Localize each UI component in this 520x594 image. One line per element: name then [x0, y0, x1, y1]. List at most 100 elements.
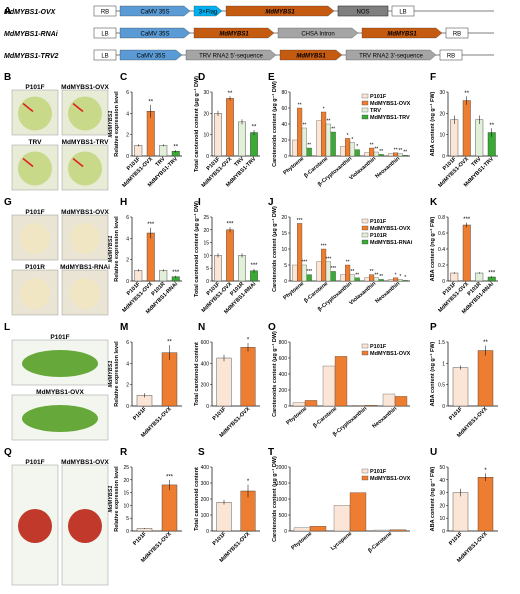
bar: [297, 223, 303, 282]
construct-segment: [277, 27, 359, 39]
construct-segment: [193, 5, 223, 17]
photo-label: MdMYBS1-RNAi: [60, 264, 110, 271]
y-tick-label: 400: [201, 361, 210, 367]
bar: [214, 255, 222, 282]
bar: [450, 119, 459, 157]
bar: [301, 264, 307, 282]
panel-letter-P: P: [430, 322, 437, 333]
significance-mark: **: [403, 150, 407, 156]
bar: [214, 113, 222, 157]
bar: [475, 119, 484, 157]
legend-label: P101F: [370, 469, 387, 475]
significance-mark: ***: [325, 256, 331, 262]
construct-row: RB CaMV 35S 3×Flag MdMYBS1 NOS LB: [93, 5, 494, 17]
panel-letter-O: O: [268, 322, 276, 333]
y-axis-label: Relative expression level: [114, 91, 120, 157]
legend-swatch: [361, 468, 369, 474]
bar: [364, 405, 378, 407]
significance-mark: ***: [321, 244, 327, 250]
construct-segment-label: MdMYBS1: [265, 10, 295, 16]
y-tick-label: 200: [279, 388, 288, 394]
construct-row: LB CaMV 35S MdMYBS1 CHSA Intron MdMYBS1 RB: [93, 27, 494, 39]
significance-mark: ***: [172, 270, 180, 276]
y-tick-label: 4: [126, 361, 129, 367]
significance-mark: *: [356, 144, 358, 150]
y-axis-label: Relative expression level: [114, 466, 120, 532]
legend-label: P101F: [370, 344, 387, 350]
bar: [134, 145, 143, 157]
y-axis-label: Carotenoids content (μg g⁻¹ DW): [271, 331, 278, 417]
panel-letter-I: I: [198, 197, 201, 208]
bar: [340, 274, 346, 282]
y-tick-label: 10: [203, 133, 209, 139]
construct-segment: [119, 5, 191, 17]
significance-mark: **: [370, 143, 374, 149]
panel-letter-Q: Q: [4, 447, 12, 458]
bar: [364, 152, 370, 157]
significance-mark: *: [484, 468, 487, 474]
bar: [330, 131, 336, 157]
panel-letter-B: B: [4, 72, 11, 83]
photo-cell: TRV: [11, 139, 59, 191]
construct-segment: [193, 27, 275, 39]
y-tick-label: 0: [442, 529, 445, 535]
photo-label: P101F: [25, 209, 44, 216]
bar: [378, 279, 384, 282]
y-tick-label: 25: [203, 215, 209, 221]
bar: [388, 153, 394, 157]
significance-mark: ***: [250, 263, 258, 269]
bar: [382, 393, 396, 407]
construct-segment: [337, 5, 389, 17]
significance-mark: **: [355, 272, 359, 278]
panel-letter-F: F: [430, 72, 436, 83]
significance-mark: *: [247, 479, 250, 485]
bar: [452, 492, 469, 532]
y-tick-label: 20: [281, 138, 287, 144]
significance-mark: **: [398, 148, 402, 154]
significance-mark: **: [370, 269, 374, 275]
x-tick-label: β-Carotene: [367, 531, 393, 554]
y-tick-label: 1.5: [438, 340, 445, 346]
y-tick-label: 0: [206, 529, 209, 535]
bar: [226, 229, 234, 282]
y-tick-label: 500: [279, 513, 288, 519]
construct-segment-label: MdMYBS1: [387, 32, 417, 38]
x-tick-label: P101F: [132, 531, 148, 547]
y-tick-label: 6: [126, 215, 129, 221]
photo-label: P101R: [25, 264, 45, 271]
y-tick-label: 0: [284, 529, 287, 535]
panel-letter-M: M: [120, 322, 128, 333]
y-tick-label: 1: [442, 361, 445, 367]
bar: [146, 110, 155, 157]
y-tick-label: 0: [126, 279, 129, 285]
legend-label: MdMYBS1-TRV: [370, 115, 410, 121]
bar: [354, 277, 360, 282]
y-tick-label: 0: [206, 154, 209, 160]
y-tick-label: 0.5: [438, 383, 445, 389]
y-tick-label: 0.8: [438, 215, 445, 221]
bar: [134, 270, 143, 282]
panel-letter-J: J: [268, 197, 274, 208]
y-tick-label: 5: [284, 263, 287, 269]
construct-segment: [93, 5, 117, 17]
significance-mark: **: [489, 123, 494, 129]
bar: [321, 248, 327, 282]
y-axis-label: Relative expression level: [114, 216, 120, 282]
bar: [325, 123, 331, 157]
bar: [475, 272, 484, 282]
significance-mark: **: [302, 123, 306, 129]
construct-segment-label: RB: [447, 54, 455, 60]
x-tick-label: Phytoene: [285, 406, 308, 427]
y-tick-label: 40: [439, 478, 445, 484]
bar: [402, 280, 408, 282]
significance-mark: **: [464, 91, 469, 97]
legend-swatch: [361, 232, 369, 238]
y-tick-label: 5: [126, 516, 129, 522]
bar: [306, 147, 312, 157]
construct-segment-label: NOS: [356, 10, 369, 16]
construct-label: MdMYBS1-RNAi: [4, 31, 59, 38]
